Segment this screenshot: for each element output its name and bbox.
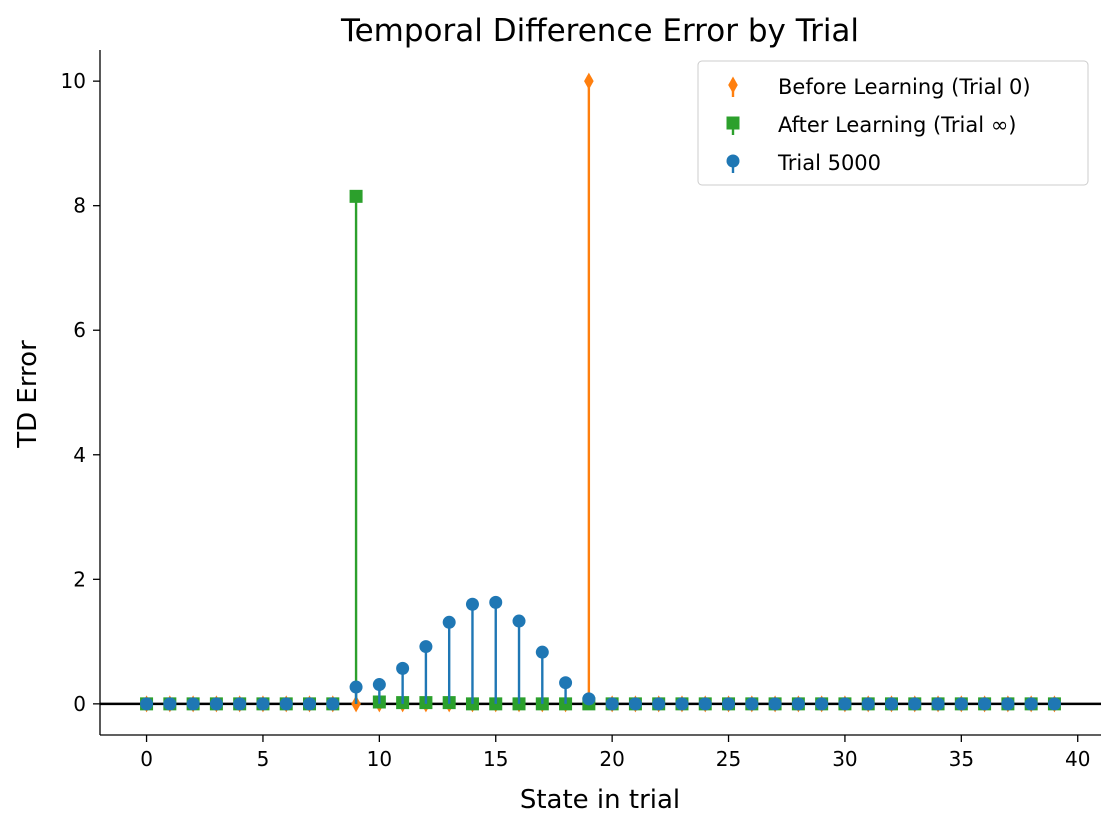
x-tick-label: 20 bbox=[599, 747, 624, 771]
stem-marker bbox=[815, 697, 829, 711]
y-tick-label: 6 bbox=[73, 318, 86, 342]
stem-marker bbox=[559, 676, 573, 690]
stem-marker bbox=[605, 697, 619, 711]
stem-marker bbox=[745, 697, 759, 711]
stem-series bbox=[140, 72, 1061, 713]
chart-title: Temporal Difference Error by Trial bbox=[340, 13, 859, 49]
stem-marker bbox=[1047, 697, 1061, 711]
y-tick-label: 10 bbox=[61, 69, 86, 93]
stem-marker bbox=[884, 697, 898, 711]
stem-marker bbox=[931, 697, 945, 711]
x-tick-label: 25 bbox=[716, 747, 741, 771]
stem-marker bbox=[722, 697, 736, 711]
x-tick-label: 35 bbox=[949, 747, 974, 771]
legend-label: After Learning (Trial ∞) bbox=[778, 113, 1016, 137]
stem-marker bbox=[584, 72, 594, 90]
stem-marker bbox=[978, 697, 992, 711]
series-2 bbox=[140, 595, 1061, 711]
stem-marker bbox=[489, 595, 503, 609]
y-axis-title: TD Error bbox=[13, 340, 43, 449]
stem-marker bbox=[349, 189, 363, 203]
y-tick-label: 8 bbox=[73, 194, 86, 218]
stem-marker bbox=[233, 697, 247, 711]
legend-label: Trial 5000 bbox=[777, 151, 881, 175]
legend-marker bbox=[726, 116, 740, 130]
y-tick-label: 4 bbox=[73, 443, 86, 467]
stem-marker bbox=[209, 697, 223, 711]
legend-marker bbox=[726, 154, 740, 168]
stem-marker bbox=[163, 697, 177, 711]
x-tick-label: 30 bbox=[832, 747, 857, 771]
stem-marker bbox=[372, 678, 386, 692]
stem-marker bbox=[1001, 697, 1015, 711]
stem-marker bbox=[652, 697, 666, 711]
stem-marker bbox=[861, 697, 875, 711]
stem-marker bbox=[791, 697, 805, 711]
stem-marker bbox=[465, 597, 479, 611]
x-tick-label: 40 bbox=[1065, 747, 1090, 771]
stem-marker bbox=[628, 697, 642, 711]
stem-marker bbox=[396, 661, 410, 675]
stem-marker bbox=[419, 640, 433, 654]
stem-marker bbox=[442, 615, 456, 629]
y-tick-label: 2 bbox=[73, 567, 86, 591]
stem-marker bbox=[140, 697, 154, 711]
stem-marker bbox=[675, 697, 689, 711]
x-tick-label: 15 bbox=[483, 747, 508, 771]
legend: Before Learning (Trial 0) After Learning … bbox=[697, 60, 1089, 186]
legend-marker bbox=[728, 76, 738, 94]
stem-marker bbox=[954, 697, 968, 711]
stem-marker bbox=[326, 697, 340, 711]
x-tick-label: 10 bbox=[367, 747, 392, 771]
stem-marker bbox=[256, 697, 270, 711]
y-tick-label: 0 bbox=[73, 692, 86, 716]
legend-label: Before Learning (Trial 0) bbox=[778, 75, 1031, 99]
x-tick-label: 5 bbox=[257, 747, 270, 771]
stem-marker bbox=[186, 697, 200, 711]
stem-marker bbox=[582, 692, 596, 706]
stem-marker bbox=[349, 680, 363, 694]
series-1 bbox=[140, 189, 1061, 711]
legend-frame bbox=[697, 60, 1089, 186]
x-tick-label: 0 bbox=[140, 747, 153, 771]
stem-marker bbox=[1024, 697, 1038, 711]
stem-marker bbox=[279, 697, 293, 711]
stem-marker bbox=[908, 697, 922, 711]
x-axis-title: State in trial bbox=[520, 785, 680, 815]
stem-marker bbox=[512, 614, 526, 628]
stem-marker bbox=[303, 697, 317, 711]
stem-marker bbox=[838, 697, 852, 711]
stem-marker bbox=[698, 697, 712, 711]
stem-marker bbox=[768, 697, 782, 711]
stem-marker bbox=[535, 645, 549, 659]
